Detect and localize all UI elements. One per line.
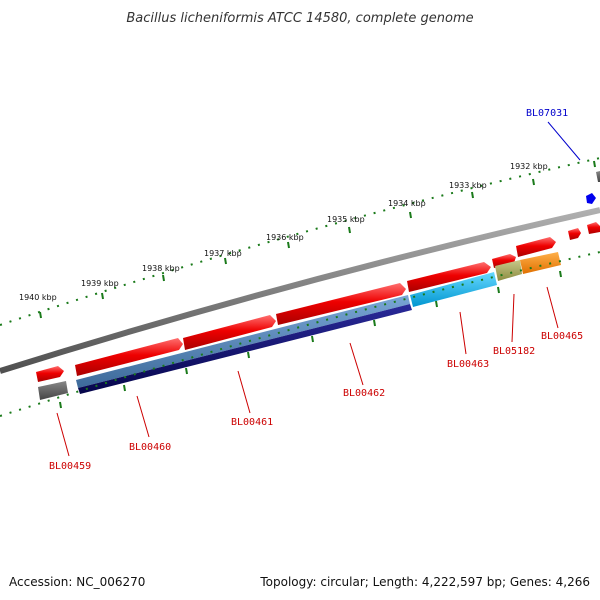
leader-line <box>511 293 515 343</box>
feature-bars <box>38 171 600 400</box>
accession-text: Accession: NC_006270 <box>9 575 145 589</box>
steel-blue-feature-bar[interactable] <box>76 295 410 388</box>
gene-arrow[interactable] <box>276 283 406 325</box>
gray-edge-feature <box>596 171 600 182</box>
tick-mark <box>348 226 351 234</box>
gray-feature-bar[interactable] <box>38 381 68 400</box>
cyan-feature-bar[interactable] <box>410 272 497 307</box>
gene-arrow[interactable] <box>492 254 516 268</box>
gene-arrow[interactable] <box>183 315 276 350</box>
tick-mark <box>373 319 376 327</box>
tick-mark <box>39 311 42 319</box>
gene-arrow[interactable] <box>36 366 64 382</box>
navy-feature-bar[interactable] <box>78 304 412 394</box>
tick-mark <box>435 300 438 308</box>
tick-label: 1933 kbp <box>449 181 487 190</box>
orange-feature-bar[interactable] <box>520 252 561 274</box>
tick-mark <box>162 274 165 282</box>
tick-label: 1934 kbp <box>388 199 426 208</box>
leader-line <box>547 121 581 161</box>
gene-arrow[interactable] <box>516 237 556 257</box>
tick-mark <box>185 367 188 375</box>
gene-label-bl00463[interactable]: BL00463 <box>447 359 489 370</box>
gene-arrow[interactable] <box>407 262 491 292</box>
gene-label-bl00460[interactable]: BL00460 <box>129 442 171 453</box>
tick-mark <box>123 384 126 392</box>
lower-scale-track <box>0 251 600 417</box>
tick-mark <box>593 160 596 168</box>
tick-label: 1936 kbp <box>266 233 304 242</box>
tick-label: 1935 kbp <box>327 215 365 224</box>
tick-label: 1937 kbp <box>204 249 242 258</box>
tick-label: 1932 kbp <box>510 162 548 171</box>
topology-text: Topology: circular; Length: 4,222,597 bp… <box>259 575 590 589</box>
leader-line <box>56 412 70 457</box>
tick-mark <box>471 191 474 199</box>
tick-mark <box>59 401 62 409</box>
gene-label-bl00465[interactable]: BL00465 <box>541 331 583 342</box>
leader-line <box>546 286 559 329</box>
gene-label-bl00462[interactable]: BL00462 <box>343 388 385 399</box>
tick-mark <box>409 211 412 219</box>
genome-backbone <box>0 207 600 374</box>
forward-strand-genes <box>36 222 600 382</box>
gene-arrow[interactable] <box>587 222 600 234</box>
tick-mark <box>497 286 500 294</box>
tick-mark <box>532 178 535 186</box>
gene-label-bl07031[interactable]: BL07031 <box>526 108 568 119</box>
tick-mark <box>287 241 290 249</box>
tick-mark <box>224 257 227 265</box>
map-title: Bacillus licheniformis ATCC 14580, compl… <box>126 11 473 26</box>
gene-label-bl00459[interactable]: BL00459 <box>49 461 91 472</box>
leader-line <box>459 311 467 355</box>
gene-arrow[interactable] <box>568 228 581 240</box>
leader-line <box>237 370 251 414</box>
leader-line <box>136 395 150 438</box>
tick-label: 1938 kbp <box>142 264 180 273</box>
gene-label-bl00461[interactable]: BL00461 <box>231 417 273 428</box>
tick-mark <box>247 351 250 359</box>
tick-mark <box>559 270 562 278</box>
blue-gene-marker[interactable] <box>586 193 596 204</box>
tick-label: 1939 kbp <box>81 279 119 288</box>
gene-arrow[interactable] <box>75 338 183 376</box>
upper-scale-track: 1940 kbp 1939 kbp 1938 kbp 1937 kbp 1936… <box>0 157 600 326</box>
tick-mark <box>101 292 104 300</box>
leader-line <box>349 342 364 386</box>
tick-mark <box>311 335 314 343</box>
gene-label-bl05182[interactable]: BL05182 <box>493 346 535 357</box>
tick-label: 1940 kbp <box>19 293 57 302</box>
